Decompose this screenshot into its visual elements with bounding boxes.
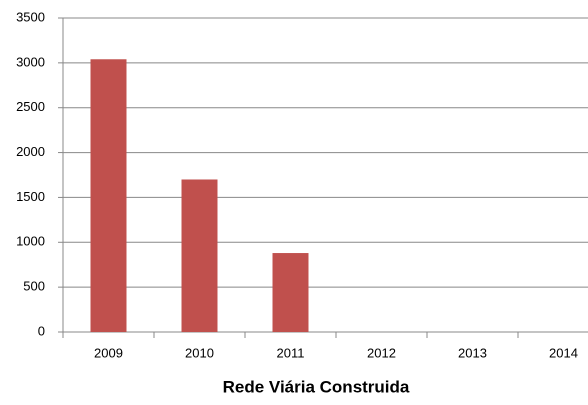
y-tick-label: 3500 [16,9,45,24]
y-tick-label: 1000 [16,234,45,249]
x-tick-label: 2010 [185,345,214,360]
bar [181,179,218,332]
y-tick-label: 2000 [16,144,45,159]
bar [90,59,127,333]
y-tick-label: 0 [38,323,45,338]
y-tick-label: 1500 [16,189,45,204]
bar [272,253,309,332]
y-tick-label: 3000 [16,54,45,69]
x-tick-label: 2011 [277,345,305,360]
x-tick-label: 2012 [367,345,396,360]
y-tick-label: 2500 [16,99,45,114]
x-axis-label: Rede Viária Construida [223,377,410,396]
x-tick-label: 2009 [94,345,123,360]
x-tick-label: 2014 [549,345,578,360]
y-tick-label: 500 [23,279,45,294]
x-tick-label: 2013 [458,345,487,360]
